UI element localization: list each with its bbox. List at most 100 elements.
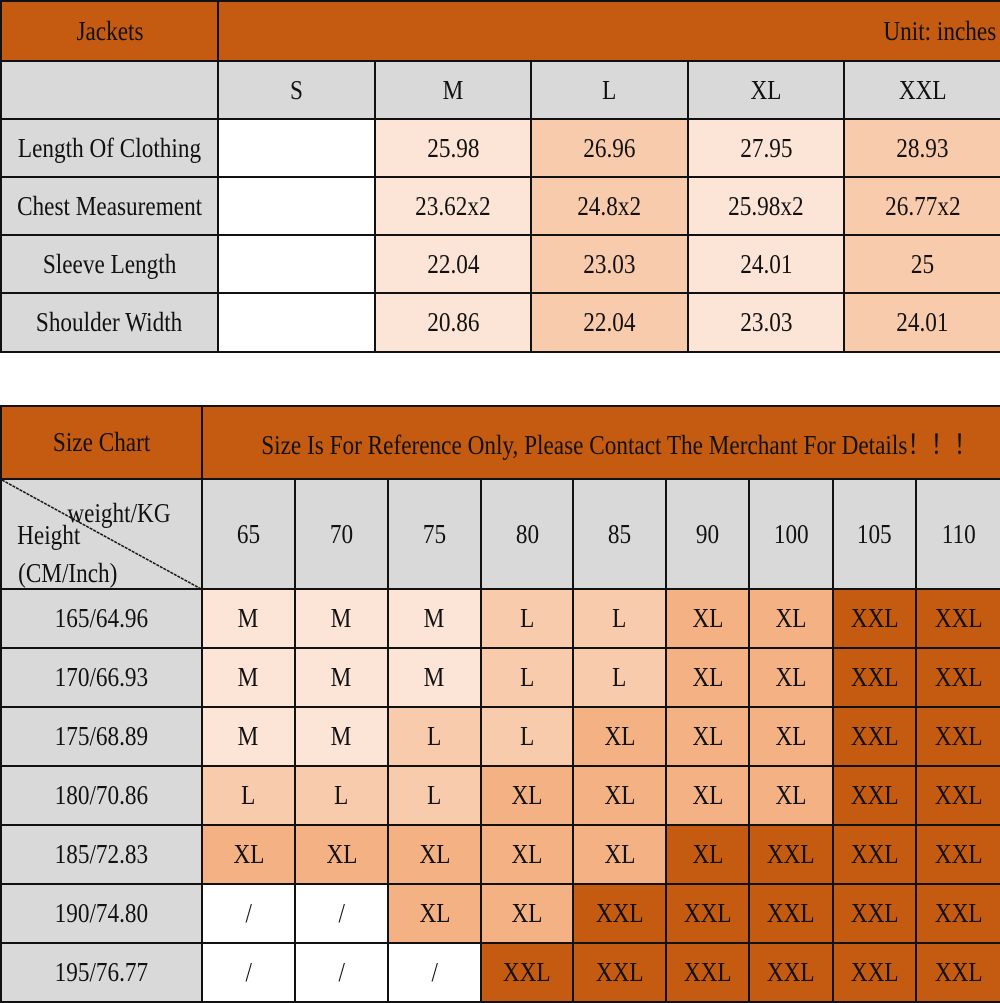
size-cell: XXL [832,588,917,649]
measurement-label: Chest Measurement [0,176,219,236]
size-cell: XXL [748,824,834,885]
size-cell: / [201,942,296,1003]
size-cell: XL [572,765,667,826]
size-row: 190/74.80// XL XL XXL XXL XXL XXL XXL [0,883,1000,944]
size-cell: XL [665,647,750,708]
size-cell: / [387,942,482,1003]
size-cell: XXL [748,942,834,1003]
size-cell: L [572,588,667,649]
size-cell: XL [748,588,834,649]
size-cell: L [480,588,574,649]
height-label: 165/64.96 [0,588,203,649]
size-cell: XXL [914,824,1000,885]
height-label: 170/66.93 [0,647,203,708]
height-label: 195/76.77 [0,942,203,1003]
size-header-m: M [374,60,532,120]
weight-header: 80 [480,478,574,590]
weight-header: 65 [201,478,296,590]
measurement-value: 23.03 [687,292,845,353]
height-label: 180/70.86 [0,765,203,826]
measurement-value [217,292,376,353]
size-row: 165/64.96 M M M L L XL XL XXL XXL [0,588,1000,649]
measurement-value: 27.95 [687,118,845,178]
weight-header: 75 [387,478,482,590]
weight-axis-label: weight/KG [67,498,171,528]
size-cell: / [201,883,296,944]
size-cell: XXL [914,765,1000,826]
measurement-value: 20.86 [374,292,532,353]
size-chart-table: Size Chart Size Is For Reference Only, P… [0,405,1000,1003]
size-cell: L [572,647,667,708]
size-row: 195/76.77// / XXL XXL XXL XXL XXL XXL [0,942,1000,1003]
measurement-label: Length Of Clothing [0,118,219,178]
height-label: 185/72.83 [0,824,203,885]
corner-header: weight/KG Height (CM/Inch) [0,478,203,590]
size-cell: XL [294,824,389,885]
size-cell: / [294,942,389,1003]
measurement-value: 23.62x2 [374,176,532,236]
weight-header: 85 [572,478,667,590]
size-cell: L [387,706,482,767]
unit-label: Unit: inches [216,0,1000,62]
size-cell: XL [572,706,667,767]
size-header-l: L [530,60,689,120]
size-cell: XL [201,824,296,885]
size-cell: XXL [572,942,667,1003]
size-cell: XL [748,765,834,826]
measurement-value [217,234,376,294]
size-cell: XXL [832,883,917,944]
size-cell: M [201,706,296,767]
measurement-value [217,176,376,236]
measurement-row: Length Of Clothing 25.98 26.96 27.95 28.93 [0,118,1000,178]
size-row: 185/72.83 XL XL XL XL XL XL XXL XXL XXL [0,824,1000,885]
jackets-title: Jackets [0,0,219,62]
measurement-value: 22.04 [374,234,532,294]
size-cell: XXL [832,942,917,1003]
size-row: 175/68.89 M M L L XL XL XL XXL XXL [0,706,1000,767]
size-cell: L [480,647,574,708]
size-cell: XL [665,706,750,767]
measurement-row: Chest Measurement 23.62x2 24.8x2 25.98x2 26.… [0,176,1000,236]
size-cell: XXL [832,765,917,826]
size-cell: M [294,647,389,708]
diagonal-divider [3,481,200,587]
size-cell: XXL [914,647,1000,708]
size-cell: XL [480,765,574,826]
size-cell: XL [665,765,750,826]
measurement-label: Sleeve Length [0,234,219,294]
measurement-row: Sleeve Length 22.04 23.03 24.01 25 [0,234,1000,294]
measurement-value: 26.77x2 [842,176,1000,236]
size-cell: XL [387,883,482,944]
size-cell: XXL [832,647,917,708]
measurement-value: 24.01 [842,292,1000,353]
size-cell: XXL [748,883,834,944]
size-cell: M [387,647,482,708]
size-cell: L [201,765,296,826]
size-cell: M [201,588,296,649]
measurement-row: Shoulder Width 20.86 22.04 23.03 24.01 [0,292,1000,353]
size-cell: XL [748,706,834,767]
size-cell: M [387,588,482,649]
size-cell: XXL [914,706,1000,767]
size-cell: XXL [832,824,917,885]
size-cell: XXL [914,942,1000,1003]
size-cell: XL [480,883,574,944]
size-cell: M [294,588,389,649]
measurement-value [217,118,376,178]
size-cell: M [201,647,296,708]
measurement-value: 24.8x2 [530,176,689,236]
height-axis-label: Height [17,520,81,550]
height-label: 175/68.89 [0,706,203,767]
jackets-measurement-table: Jackets Unit: inches S M L XL XXL Length Of … [0,0,1000,353]
measurement-value: 23.03 [530,234,689,294]
size-header-s: S [217,60,376,120]
size-cell: XL [748,647,834,708]
size-cell: XL [572,824,667,885]
size-header-xl: XL [687,60,845,120]
measurement-value: 28.93 [842,118,1000,178]
size-cell: XXL [665,883,750,944]
size-cell: XXL [572,883,667,944]
size-cell: XXL [832,706,917,767]
measurement-value: 24.01 [687,234,845,294]
measurement-value: 25.98 [374,118,532,178]
